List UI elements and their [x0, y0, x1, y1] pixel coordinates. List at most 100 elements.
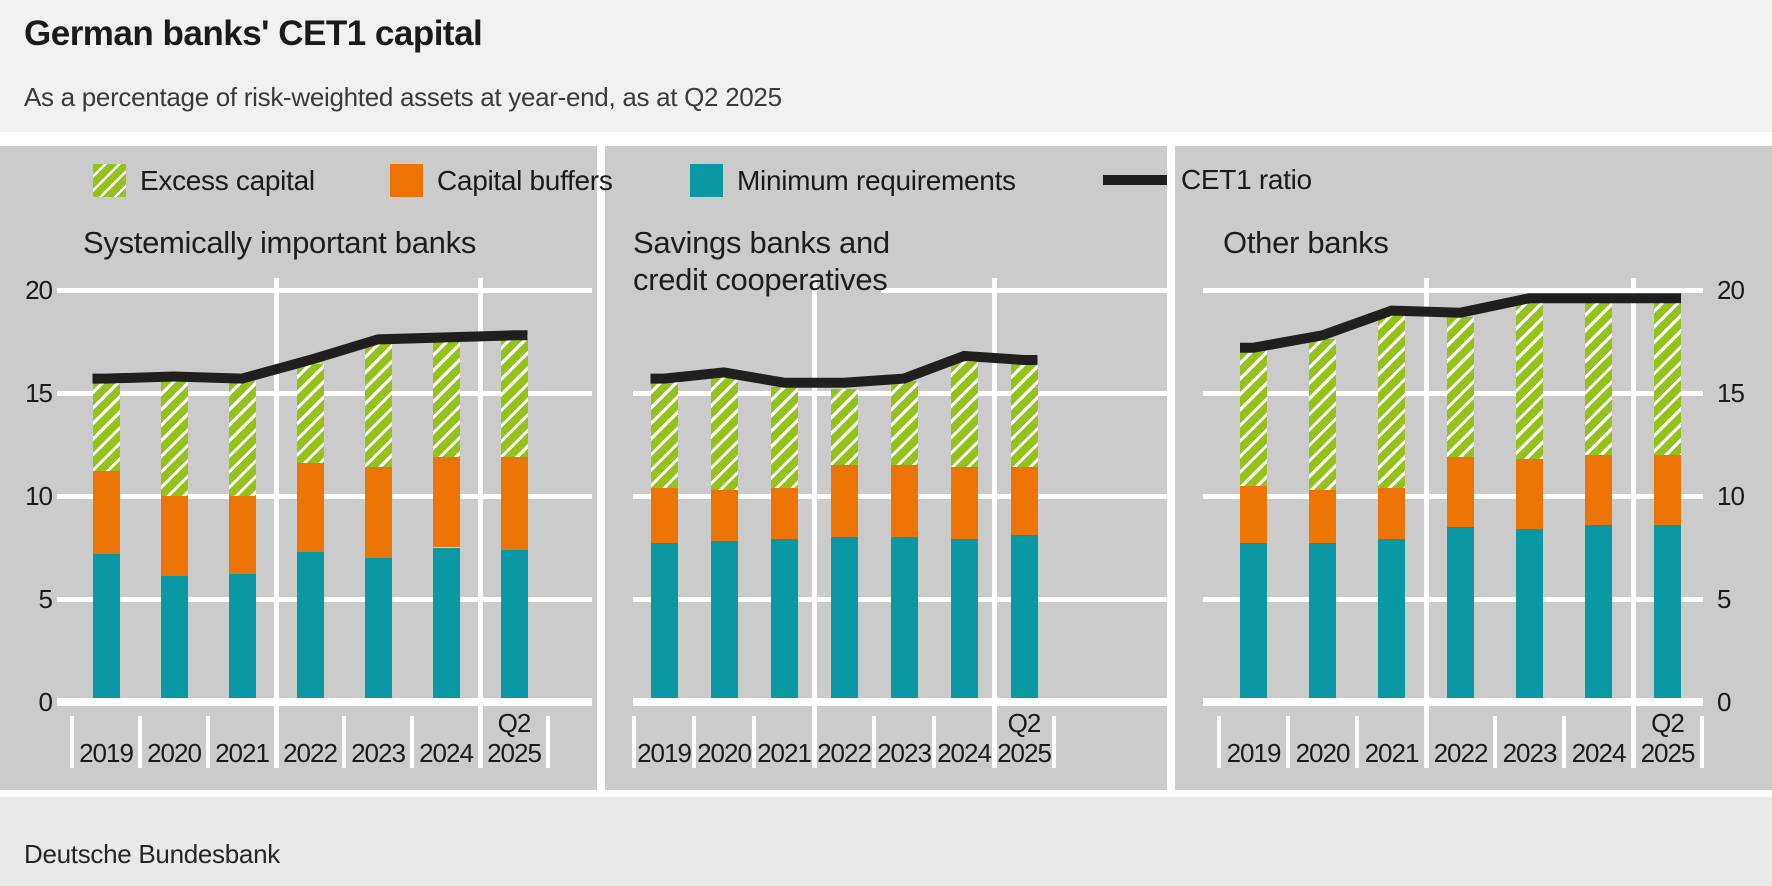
bar-segment-minimum-requirements: [228, 574, 256, 706]
legend-item-cet1-ratio: CET1 ratio: [1103, 164, 1312, 196]
minimum-requirements-swatch-icon: [690, 164, 723, 197]
bar-segment-minimum-requirements: [500, 549, 528, 706]
x-axis-tick: [70, 716, 74, 768]
bar-segment-minimum-requirements: [1447, 526, 1474, 706]
gridline-y-20: [57, 287, 592, 293]
bar-segment-capital-buffers: [1240, 485, 1267, 544]
footer: Deutsche Bundesbank: [0, 797, 1772, 886]
x-axis-label: 2022: [1433, 738, 1489, 768]
bar-segment-capital-buffers: [710, 489, 738, 542]
x-axis-tick: [342, 716, 346, 768]
panel-title: Systemically important banks: [83, 225, 477, 260]
bar-segment-minimum-requirements: [950, 539, 978, 706]
x-axis-baseline: [57, 698, 592, 706]
x-axis-label: 2021: [1364, 738, 1420, 768]
y-axis-label: 5: [38, 584, 53, 614]
bar-segment-excess-capital: [770, 386, 798, 488]
x-axis-label: 2024: [1571, 738, 1627, 768]
bar-segment-excess-capital: [890, 380, 918, 466]
bar-segment-capital-buffers: [296, 463, 324, 552]
bar-segment-minimum-requirements: [890, 537, 918, 706]
panel-title: Savings banks and credit cooperatives: [633, 225, 890, 297]
legend-item-capital-buffers: Capital buffers: [390, 164, 613, 197]
bar-segment-minimum-requirements: [710, 541, 738, 706]
bar-segment-excess-capital: [830, 388, 858, 466]
x-axis-label: 2023: [877, 738, 932, 768]
x-axis-label: Q2 2025: [1640, 708, 1696, 768]
x-axis-baseline: [1203, 698, 1703, 706]
bar-segment-excess-capital: [228, 380, 256, 496]
bar-segment-capital-buffers: [830, 465, 858, 538]
source-label: Deutsche Bundesbank: [24, 839, 280, 869]
x-axis-tick: [692, 716, 696, 768]
bar-segment-capital-buffers: [1516, 458, 1543, 529]
x-axis-tick: [872, 716, 876, 768]
legend-label: CET1 ratio: [1181, 164, 1312, 195]
bar-segment-excess-capital: [650, 378, 678, 488]
bar-segment-minimum-requirements: [1585, 524, 1612, 706]
bar-segment-capital-buffers: [650, 487, 678, 544]
bar-segment-capital-buffers: [92, 471, 120, 554]
bar-segment-minimum-requirements: [432, 547, 460, 706]
bar-segment-minimum-requirements: [1654, 524, 1681, 706]
bar-segment-capital-buffers: [432, 456, 460, 548]
bar-segment-minimum-requirements: [650, 543, 678, 706]
x-axis-label: 2023: [351, 738, 406, 768]
bar-segment-excess-capital: [1516, 300, 1543, 459]
bar-segment-minimum-requirements: [160, 576, 188, 706]
charts-row: Excess capital Capital buffers Minimum r…: [0, 146, 1772, 790]
x-axis-label: 2020: [697, 738, 752, 768]
bar-segment-minimum-requirements: [1516, 528, 1543, 706]
bar-segment-excess-capital: [296, 364, 324, 464]
gridline-y-20: [881, 287, 1167, 293]
y-axis-label: 0: [38, 687, 53, 717]
y-axis-label: 10: [25, 481, 53, 511]
bar-segment-capital-buffers: [228, 496, 256, 575]
gridline-y-15: [57, 390, 592, 396]
y-axis-label: 20: [25, 275, 53, 305]
x-axis-label: 2022: [283, 738, 338, 768]
bar-segment-excess-capital: [950, 362, 978, 468]
legend-item-excess-capital: Excess capital: [93, 164, 315, 197]
bar-segment-minimum-requirements: [830, 537, 858, 706]
bar-segment-excess-capital: [1447, 316, 1474, 457]
header: German banks' CET1 capital As a percenta…: [0, 0, 1772, 132]
capital-buffers-swatch-icon: [390, 164, 423, 197]
excess-capital-swatch-icon: [93, 164, 126, 197]
bar-segment-minimum-requirements: [1309, 543, 1336, 706]
chart-panel-savings-banks-credit-cooperatives: Savings banks and credit cooperatives 20…: [605, 146, 1167, 790]
bar-segment-excess-capital: [1654, 298, 1681, 455]
x-axis-tick: [1493, 716, 1497, 768]
bar-segment-excess-capital: [364, 343, 392, 468]
x-axis-label: Q2 2025: [997, 708, 1052, 768]
x-axis-baseline: [633, 698, 1167, 706]
bar-segment-minimum-requirements: [364, 557, 392, 706]
x-axis-label: 2019: [1226, 738, 1282, 768]
cet1-ratio-line: [92, 330, 528, 384]
gridline-x: [1630, 278, 1636, 768]
bar-segment-capital-buffers: [1585, 454, 1612, 525]
gridline-x: [477, 278, 483, 768]
gridline-y-10: [57, 493, 592, 499]
page-subtitle: As a percentage of risk-weighted assets …: [24, 82, 782, 112]
bar-segment-capital-buffers: [770, 487, 798, 540]
gridline-x: [811, 278, 817, 768]
gridline-x: [273, 278, 279, 768]
cet1-ratio-line: [650, 350, 1038, 388]
x-axis-label: 2021: [757, 738, 812, 768]
legend-label: Excess capital: [140, 164, 315, 196]
x-axis-tick: [206, 716, 210, 768]
y-axis-label: 0: [1717, 687, 1732, 717]
gridline-x: [991, 278, 997, 768]
bar-segment-minimum-requirements: [296, 551, 324, 706]
bar-segment-capital-buffers: [1378, 487, 1405, 540]
bar-segment-capital-buffers: [950, 467, 978, 540]
legend-label: Minimum requirements: [737, 164, 1016, 196]
x-axis-tick: [1286, 716, 1290, 768]
bar-segment-capital-buffers: [1447, 456, 1474, 527]
x-axis-tick: [410, 716, 414, 768]
bar-segment-excess-capital: [500, 335, 528, 457]
bar-segment-excess-capital: [432, 341, 460, 457]
x-axis-label: Q2 2025: [487, 708, 542, 768]
